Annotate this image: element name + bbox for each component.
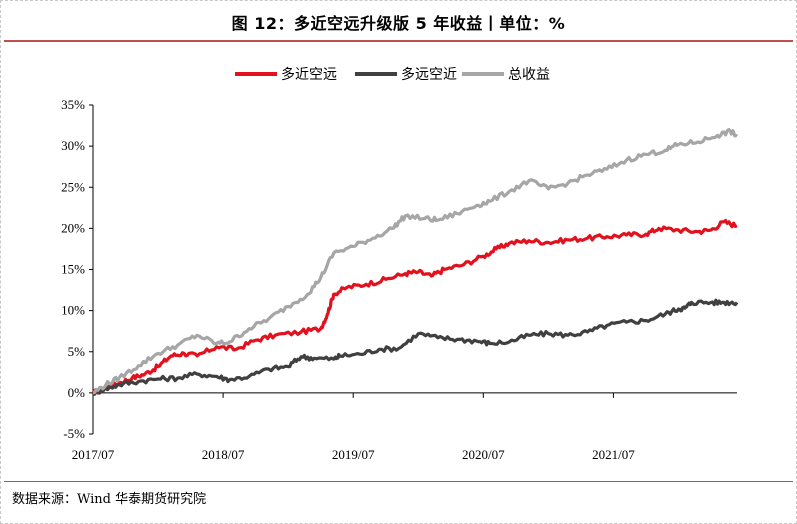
footer-rule: [4, 481, 793, 482]
x-tick-label: 2018/07: [202, 447, 245, 462]
legend-label: 多近空远: [281, 66, 337, 83]
series-line-3: [92, 128, 739, 395]
data-source: 数据来源：Wind 华泰期货研究院: [12, 492, 207, 507]
y-tick-label: -5%: [63, 426, 85, 441]
series-line-2: [91, 298, 739, 396]
figure-title: 图 12：多近空远升级版 5 年收益丨单位：%: [231, 14, 566, 33]
title-rule: [4, 40, 793, 42]
y-tick-label: 25%: [61, 179, 85, 194]
chart-legend: 多近空远 多远空近 总收益: [235, 66, 550, 83]
chart-axes: -5% 0% 5% 10% 15% 20% 25% 30% 35% 2017/07 2018/07 2…: [61, 97, 737, 462]
y-tick-label: 20%: [61, 220, 85, 235]
legend-label: 多远空近: [401, 66, 457, 83]
x-tick-label: 2021/07: [592, 447, 635, 462]
y-tick-label: 0%: [68, 385, 86, 400]
x-tick-label: 2020/07: [462, 447, 505, 462]
y-tick-label: 10%: [61, 303, 85, 318]
y-tick-label: 5%: [68, 344, 86, 359]
y-tick-label: 15%: [61, 262, 85, 277]
series-line-1: [91, 218, 738, 395]
legend-label: 总收益: [508, 67, 550, 83]
x-tick-label: 2019/07: [332, 447, 375, 462]
chart-series: [91, 128, 739, 396]
x-tick-label: 2017/07: [72, 447, 115, 462]
y-tick-label: 35%: [61, 97, 85, 112]
y-tick-label: 30%: [61, 138, 85, 153]
